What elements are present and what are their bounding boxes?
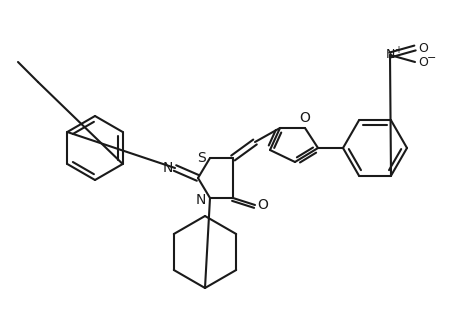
- Text: N: N: [385, 48, 395, 60]
- Text: +: +: [394, 45, 402, 55]
- Text: N: N: [196, 193, 206, 207]
- Text: −: −: [427, 53, 437, 63]
- Text: O: O: [418, 42, 428, 54]
- Text: O: O: [418, 55, 428, 69]
- Text: S: S: [196, 151, 205, 165]
- Text: O: O: [258, 198, 268, 212]
- Text: O: O: [300, 111, 310, 125]
- Text: N: N: [163, 161, 173, 175]
